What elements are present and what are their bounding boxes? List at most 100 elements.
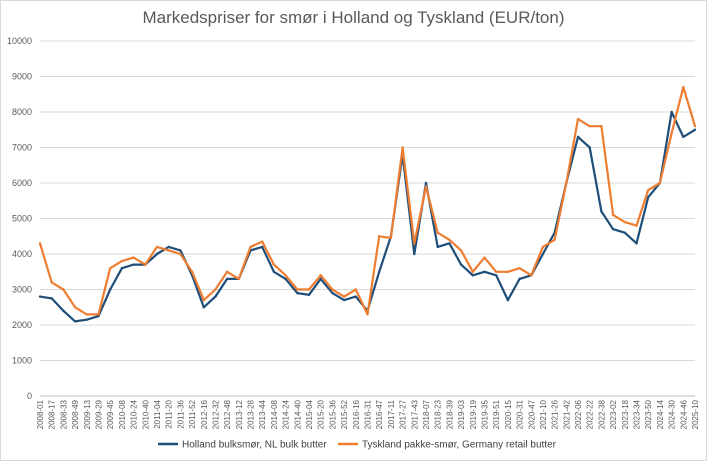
- data-point: [506, 270, 510, 273]
- data-point: [331, 291, 334, 295]
- data-point: [530, 274, 533, 277]
- data-point: [38, 242, 42, 245]
- data-point: [237, 277, 241, 281]
- x-tick-label: 2010-24: [130, 399, 139, 429]
- data-point: [483, 270, 486, 273]
- data-point: [120, 267, 124, 270]
- data-point: [693, 128, 697, 131]
- x-tick-label: 2023-18: [621, 399, 630, 429]
- data-point: [459, 249, 463, 252]
- data-point: [342, 295, 346, 298]
- x-tick-label: 2014-08: [270, 399, 279, 429]
- x-tick-label: 2023-02: [609, 399, 618, 429]
- x-tick-label: 2021-10: [539, 399, 548, 429]
- x-tick-label: 2019-51: [492, 399, 501, 429]
- data-point: [307, 293, 311, 297]
- data-point: [576, 117, 580, 121]
- data-point: [225, 270, 229, 273]
- x-tick-label: 2018-07: [422, 399, 431, 429]
- x-tick-label: 2024-14: [656, 399, 665, 429]
- x-tick-label: 2019-35: [480, 399, 489, 429]
- data-point: [284, 277, 287, 281]
- data-point: [73, 306, 77, 309]
- data-point: [132, 256, 135, 259]
- data-point: [576, 135, 580, 139]
- data-point: [600, 210, 603, 213]
- x-tick-label: 2012-16: [200, 399, 209, 429]
- x-tick-label: 2019-03: [457, 399, 466, 429]
- y-tick-label: 0: [27, 391, 32, 401]
- data-point: [296, 288, 299, 291]
- y-tick-label: 4000: [12, 249, 32, 259]
- data-point: [179, 252, 182, 256]
- data-point: [541, 252, 545, 256]
- data-point: [459, 263, 463, 266]
- data-point: [272, 263, 276, 266]
- series-line-2: [38, 86, 697, 316]
- data-point: [670, 110, 673, 114]
- data-point: [155, 252, 159, 256]
- x-tick-label: 2016-31: [364, 399, 373, 429]
- x-tick-label: 2023-34: [633, 399, 642, 429]
- data-point: [108, 288, 112, 291]
- data-point: [249, 245, 252, 249]
- data-point: [97, 313, 100, 316]
- data-point: [307, 288, 311, 291]
- x-tick-label: 2024-46: [679, 399, 688, 429]
- data-point: [483, 256, 486, 259]
- data-point: [541, 245, 545, 249]
- data-point: [424, 185, 428, 188]
- x-tick-label: 2015-20: [317, 399, 326, 429]
- x-tick-label: 2013-28: [247, 399, 256, 429]
- data-point: [448, 242, 451, 245]
- data-point: [319, 274, 322, 277]
- x-tick-label: 2015-36: [328, 399, 337, 429]
- x-tick-label: 2024-30: [668, 399, 677, 429]
- x-tick-label: 2022-22: [586, 399, 595, 429]
- data-point: [85, 318, 88, 321]
- chart-title: Markedspriser for smør i Holland og Tysk…: [142, 8, 565, 27]
- data-point: [553, 238, 556, 241]
- x-tick-label: 2023-50: [644, 399, 653, 429]
- data-point: [50, 281, 53, 284]
- x-tick-label: 2017-27: [399, 399, 408, 429]
- x-tick-label: 2011-20: [165, 399, 174, 428]
- data-point: [38, 295, 42, 298]
- y-tick-label: 1000: [12, 356, 32, 366]
- x-tick-label: 2020-31: [516, 399, 525, 429]
- x-tick-label: 2011-04: [153, 399, 162, 428]
- data-point: [670, 132, 673, 135]
- data-point: [424, 181, 428, 185]
- data-point: [518, 267, 521, 270]
- data-point: [518, 277, 521, 281]
- data-point: [73, 320, 77, 323]
- x-tick-label: 2018-39: [445, 399, 454, 429]
- data-point: [401, 146, 404, 149]
- y-tick-label: 8000: [12, 107, 32, 117]
- data-point: [506, 298, 510, 302]
- x-tick-label: 2011-36: [176, 399, 185, 428]
- legend-label: Tyskland pakke-smør, Germany retail butt…: [362, 440, 557, 451]
- y-tick-label: 2000: [12, 320, 32, 330]
- data-point: [132, 263, 135, 266]
- data-point: [366, 313, 369, 316]
- x-tick-label: 2021-26: [551, 399, 560, 429]
- gridlines: [40, 40, 695, 397]
- data-point: [62, 288, 65, 291]
- x-tick-label: 2013-12: [235, 399, 244, 429]
- data-point: [155, 245, 159, 249]
- data-point: [167, 249, 170, 252]
- y-tick-label: 6000: [12, 178, 32, 188]
- y-axis: 0 1000 2000 3000 4000 5000 6000 7000 8000 9000 100…: [7, 36, 32, 401]
- data-point: [565, 181, 568, 185]
- data-point: [611, 213, 615, 217]
- x-tick-label: 2014-24: [282, 399, 291, 429]
- data-point: [167, 245, 170, 249]
- data-point: [436, 231, 439, 234]
- x-tick-label: 2009-29: [94, 399, 103, 429]
- data-point: [647, 188, 650, 192]
- x-tick-label: 2021-42: [562, 399, 571, 429]
- data-point: [377, 235, 381, 238]
- data-point: [389, 236, 393, 240]
